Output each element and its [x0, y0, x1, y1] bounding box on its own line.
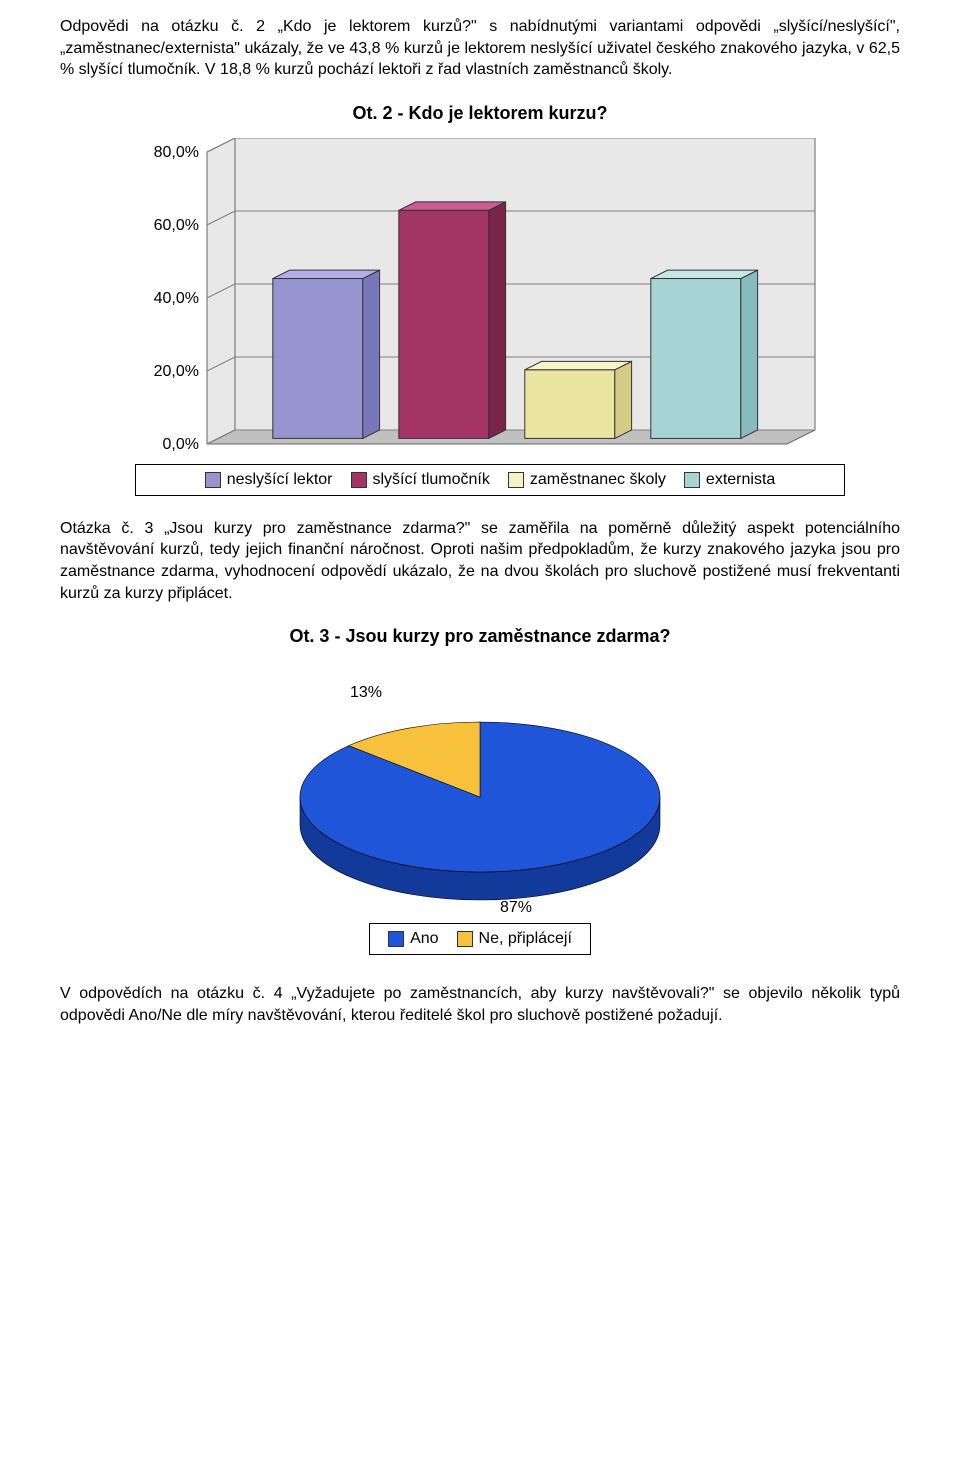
- paragraph-2: Otázka č. 3 „Jsou kurzy pro zaměstnance …: [60, 518, 900, 604]
- svg-text:87%: 87%: [500, 899, 532, 916]
- pie-legend-item: Ano: [388, 930, 438, 948]
- paragraph-1: Odpovědi na otázku č. 2 „Kdo je lektorem…: [60, 16, 900, 81]
- legend-swatch: [351, 472, 367, 488]
- bar-legend-item: externista: [684, 471, 775, 489]
- legend-swatch: [205, 472, 221, 488]
- legend-label: zaměstnanec školy: [530, 471, 666, 489]
- bar-chart-svg: 0,0% 20,0% 40,0% 60,0% 80,0%: [135, 138, 825, 458]
- bar-legend-item: neslyšící lektor: [205, 471, 333, 489]
- legend-swatch: [684, 472, 700, 488]
- bar-chart-legend: neslyšící lektor slyšící tlumočník zaměstn…: [135, 464, 845, 496]
- svg-text:60,0%: 60,0%: [154, 217, 199, 234]
- svg-text:20,0%: 20,0%: [154, 363, 199, 380]
- svg-text:80,0%: 80,0%: [154, 144, 199, 161]
- legend-swatch: [508, 472, 524, 488]
- svg-text:0,0%: 0,0%: [163, 436, 199, 453]
- legend-swatch: [388, 931, 404, 947]
- bar-legend-item: zaměstnanec školy: [508, 471, 666, 489]
- svg-text:13%: 13%: [350, 684, 382, 701]
- bar-legend-item: slyšící tlumočník: [351, 471, 490, 489]
- chart1-title: Ot. 2 - Kdo je lektorem kurzu?: [60, 103, 900, 124]
- bar-chart-container: 0,0% 20,0% 40,0% 60,0% 80,0% neslyšící lekto…: [135, 138, 825, 496]
- legend-label: Ano: [410, 930, 438, 948]
- pie-chart-container: 13% 87% Ano Ne, připlácejí: [200, 667, 760, 955]
- svg-text:40,0%: 40,0%: [154, 290, 199, 307]
- legend-label: externista: [706, 471, 775, 489]
- legend-label: slyšící tlumočník: [373, 471, 490, 489]
- chart2-title: Ot. 3 - Jsou kurzy pro zaměstnance zdarm…: [60, 626, 900, 647]
- legend-label: neslyšící lektor: [227, 471, 333, 489]
- pie-legend-item: Ne, připlácejí: [457, 930, 572, 948]
- pie-chart-legend: Ano Ne, připlácejí: [369, 923, 591, 955]
- pie-chart-svg: 13% 87%: [200, 667, 760, 917]
- paragraph-3: V odpovědích na otázku č. 4 „Vyžadujete …: [60, 983, 900, 1026]
- legend-label: Ne, připlácejí: [479, 930, 572, 948]
- legend-swatch: [457, 931, 473, 947]
